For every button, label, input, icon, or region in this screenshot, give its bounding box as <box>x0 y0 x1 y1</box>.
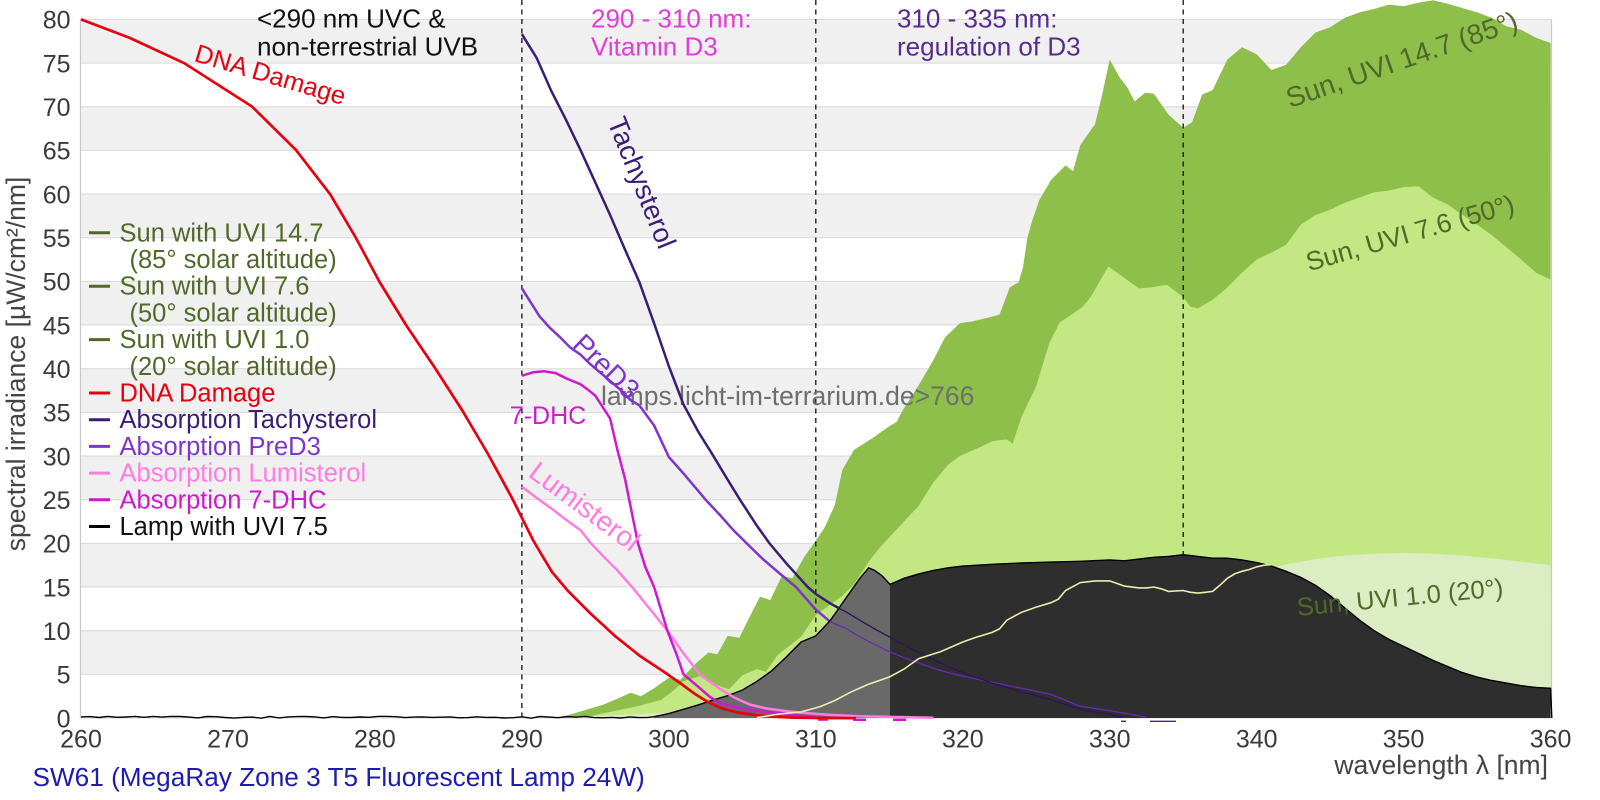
svg-text:Absorption PreD3: Absorption PreD3 <box>120 433 321 461</box>
svg-text:(85° solar altitude): (85° solar altitude) <box>130 246 337 274</box>
svg-text:Absorption 7-DHC: Absorption 7-DHC <box>120 486 327 514</box>
svg-text:40: 40 <box>43 356 71 384</box>
svg-text:70: 70 <box>43 94 71 122</box>
svg-text:Absorption Lumisterol: Absorption Lumisterol <box>120 460 367 488</box>
svg-text:340: 340 <box>1236 726 1278 754</box>
svg-text:60: 60 <box>43 181 71 209</box>
svg-text:30: 30 <box>43 443 71 471</box>
svg-text:Sun with UVI 7.6: Sun with UVI 7.6 <box>120 273 310 301</box>
svg-text:lamps.licht-im-terrarium.de>76: lamps.licht-im-terrarium.de>766 <box>601 381 974 411</box>
svg-text:320: 320 <box>942 726 984 754</box>
svg-text:350: 350 <box>1383 726 1425 754</box>
svg-text:20: 20 <box>43 531 71 559</box>
svg-text:regulation of D3: regulation of D3 <box>897 32 1081 62</box>
svg-text:0: 0 <box>57 705 71 733</box>
svg-text:DNA Damage: DNA Damage <box>120 380 276 408</box>
svg-text:310 - 335 nm:: 310 - 335 nm: <box>897 4 1057 34</box>
svg-text:10: 10 <box>43 618 71 646</box>
svg-text:330: 330 <box>1089 726 1131 754</box>
svg-text:(50° solar altitude): (50° solar altitude) <box>130 299 337 327</box>
svg-text:310: 310 <box>795 726 837 754</box>
svg-text:290 - 310 nm:: 290 - 310 nm: <box>591 4 751 34</box>
svg-text:SW61 (MegaRay Zone 3 T5 Fluore: SW61 (MegaRay Zone 3 T5 Fluorescent Lamp… <box>33 762 645 792</box>
svg-text:50: 50 <box>43 269 71 297</box>
svg-text:65: 65 <box>43 138 71 166</box>
svg-text:55: 55 <box>43 225 71 253</box>
svg-text:270: 270 <box>207 726 249 754</box>
svg-text:(20° solar altitude): (20° solar altitude) <box>130 353 337 381</box>
svg-text:75: 75 <box>43 50 71 78</box>
svg-text:35: 35 <box>43 400 71 428</box>
svg-text:wavelength λ [nm]: wavelength λ [nm] <box>1333 750 1548 780</box>
svg-text:Sun with UVI 14.7: Sun with UVI 14.7 <box>120 219 324 247</box>
svg-text:80: 80 <box>43 7 71 35</box>
svg-text:290: 290 <box>501 726 543 754</box>
svg-text:45: 45 <box>43 312 71 340</box>
svg-text:Vitamin D3: Vitamin D3 <box>591 32 718 62</box>
svg-text:Absorption Tachysterol: Absorption Tachysterol <box>120 406 378 434</box>
svg-text:300: 300 <box>648 726 690 754</box>
svg-text:7-DHC: 7-DHC <box>510 402 586 430</box>
svg-text:Sun with UVI 1.0: Sun with UVI 1.0 <box>120 326 310 354</box>
svg-text:non-terrestrial UVB: non-terrestrial UVB <box>257 32 478 62</box>
svg-text:260: 260 <box>60 726 102 754</box>
svg-text:15: 15 <box>43 574 71 602</box>
svg-text:Lamp with UVI 7.5: Lamp with UVI 7.5 <box>120 513 328 541</box>
svg-text:<290 nm UVC &: <290 nm UVC & <box>257 4 446 34</box>
svg-text:25: 25 <box>43 487 71 515</box>
svg-text:280: 280 <box>354 726 396 754</box>
svg-text:360: 360 <box>1530 726 1572 754</box>
svg-text:spectral irradiance [µW/cm²/nm: spectral irradiance [µW/cm²/nm] <box>1 177 31 552</box>
svg-text:5: 5 <box>57 662 71 690</box>
